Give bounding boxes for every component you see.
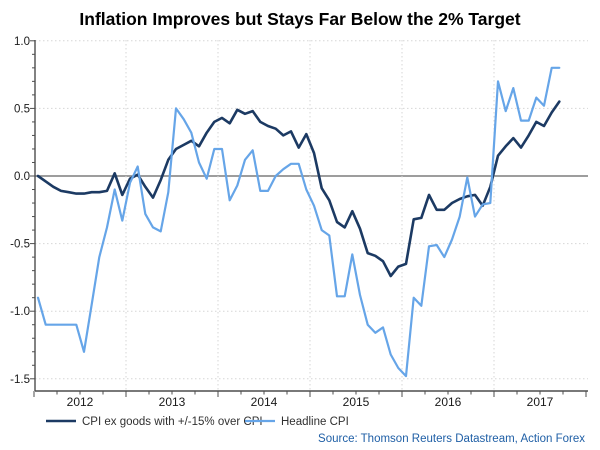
axes <box>30 40 588 397</box>
series-line-headline-cpi <box>36 66 561 378</box>
y-tick-label-1: 1.0 <box>14 36 30 48</box>
y-tick-label-0: 0.0 <box>14 171 30 183</box>
series-line-cpi-ex-goods <box>36 100 561 278</box>
x-tick-label-2016: 2016 <box>435 395 462 409</box>
legend-label-cpi-ex-goods: CPI ex goods with +/-15% over CPI <box>82 416 263 428</box>
x-tick-label-2015: 2015 <box>343 395 370 409</box>
legend-label-headline-cpi: Headline CPI <box>281 416 349 428</box>
gridlines <box>35 40 588 391</box>
x-tick-label-2012: 2012 <box>67 395 94 409</box>
chart-title: Inflation Improves but Stays Far Below t… <box>79 9 520 29</box>
axis-labels: 1.0 0.5 0.0 -0.5 -1.0 -1.5 2012 2013 2014 2015 201… <box>10 36 553 409</box>
x-tick-label-2017: 2017 <box>527 395 554 409</box>
source-text: Source: Thomson Reuters Datastream, Acti… <box>318 433 585 445</box>
y-tick-label--1.5: -1.5 <box>10 374 30 386</box>
y-tick-label-0.5: 0.5 <box>14 103 30 115</box>
y-tick-label--0.5: -0.5 <box>10 239 30 251</box>
series-lines <box>36 66 561 378</box>
legend: CPI ex goods with +/-15% over CPI Headli… <box>46 416 349 428</box>
x-tick-label-2014: 2014 <box>251 395 278 409</box>
x-tick-label-2013: 2013 <box>159 395 186 409</box>
y-tick-label--1: -1.0 <box>10 306 30 318</box>
